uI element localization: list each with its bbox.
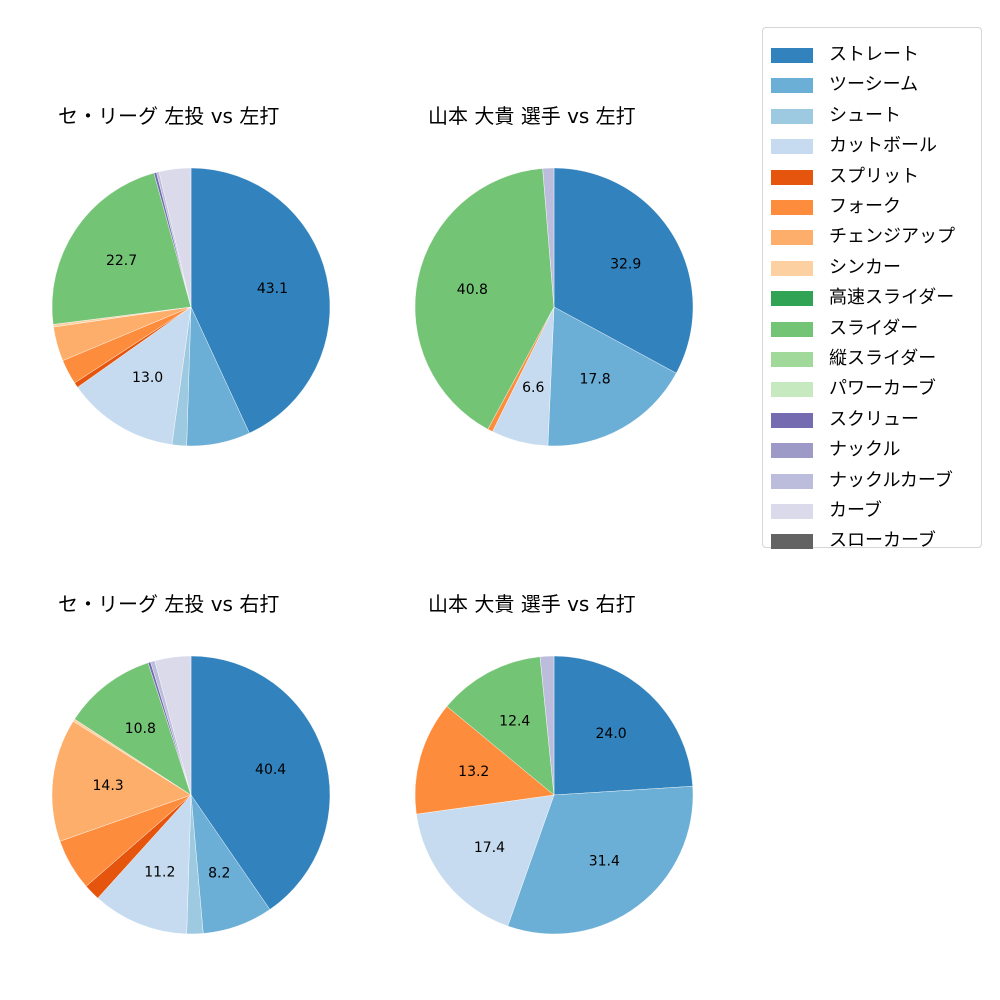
chart-title: 山本 大貴 選手 vs 右打 bbox=[428, 592, 636, 616]
legend-swatch bbox=[771, 443, 813, 459]
legend-item: カットボール bbox=[763, 131, 981, 161]
legend-item: パワーカーブ bbox=[763, 374, 981, 404]
slice-percent-label: 24.0 bbox=[596, 726, 627, 742]
pie-chart: 24.0 31.4 17.4 13.2 12.4 bbox=[414, 655, 694, 935]
legend-item: ナックルカーブ bbox=[763, 466, 981, 496]
pie-slice bbox=[414, 168, 555, 430]
legend-swatch bbox=[771, 534, 813, 550]
legend-swatch bbox=[771, 108, 813, 124]
legend-item: カーブ bbox=[763, 496, 981, 526]
slice-percent-label: 22.7 bbox=[106, 253, 137, 269]
legend-swatch bbox=[771, 321, 813, 337]
pie-chart: 40.4 8.2 11.2 14.3 10.8 bbox=[51, 655, 331, 935]
legend: ストレート ツーシーム シュート カットボール スプリット フォーク チェンジア… bbox=[762, 27, 982, 551]
legend-swatch bbox=[771, 169, 813, 185]
legend-label: カットボール bbox=[829, 135, 937, 157]
pie-slice bbox=[51, 172, 192, 325]
slice-percent-label: 13.0 bbox=[132, 370, 163, 386]
pie-slice bbox=[97, 794, 192, 935]
slice-percent-label: 12.4 bbox=[499, 713, 530, 729]
legend-swatch bbox=[771, 139, 813, 155]
pie-slice bbox=[507, 786, 694, 935]
legend-item: ストレート bbox=[763, 40, 981, 70]
legend-label: シンカー bbox=[829, 256, 901, 278]
legend-item: 高速スライダー bbox=[763, 283, 981, 313]
pie-slice bbox=[553, 655, 693, 796]
legend-item: スクリュー bbox=[763, 405, 981, 435]
legend-label: カーブ bbox=[829, 500, 882, 521]
slice-percent-label: 43.1 bbox=[257, 281, 288, 297]
legend-swatch bbox=[771, 230, 813, 246]
pie-slice bbox=[539, 655, 555, 796]
legend-item: 縦スライダー bbox=[763, 344, 981, 374]
legend-swatch bbox=[771, 78, 813, 94]
legend-label: ナックル bbox=[829, 439, 901, 461]
legend-item: スライダー bbox=[763, 314, 981, 344]
pie-slice bbox=[51, 720, 192, 842]
legend-label: スクリュー bbox=[829, 408, 919, 430]
legend-item: シュート bbox=[763, 101, 981, 131]
pie-slice bbox=[547, 306, 677, 447]
legend-label: スプリット bbox=[829, 165, 919, 187]
legend-item: スローカーブ bbox=[763, 526, 981, 556]
slice-percent-label: 40.8 bbox=[457, 282, 488, 298]
pie-slice bbox=[158, 167, 192, 308]
legend-label: パワーカーブ bbox=[829, 378, 936, 400]
legend-label: 高速スライダー bbox=[829, 287, 955, 309]
legend-item: ナックル bbox=[763, 435, 981, 465]
slice-percent-label: 13.2 bbox=[458, 764, 489, 780]
legend-swatch bbox=[771, 473, 813, 489]
slice-percent-label: 14.3 bbox=[93, 778, 124, 794]
pie-slice bbox=[77, 306, 192, 445]
legend-item: シンカー bbox=[763, 253, 981, 283]
slice-percent-label: 17.8 bbox=[580, 372, 611, 388]
legend-item: スプリット bbox=[763, 162, 981, 192]
slice-percent-label: 17.4 bbox=[474, 840, 505, 856]
legend-label: ツーシーム bbox=[829, 74, 919, 96]
legend-label: チェンジアップ bbox=[829, 226, 955, 248]
pie-slice bbox=[414, 706, 555, 815]
legend-item: チェンジアップ bbox=[763, 222, 981, 252]
legend-label: スライダー bbox=[829, 317, 919, 339]
legend-swatch bbox=[771, 382, 813, 398]
legend-item: ツーシーム bbox=[763, 70, 981, 100]
slice-percent-label: 31.4 bbox=[589, 854, 620, 870]
legend-label: シュート bbox=[829, 104, 901, 126]
chart-title: セ・リーグ 左投 vs 右打 bbox=[58, 592, 280, 616]
chart-title: セ・リーグ 左投 vs 左打 bbox=[58, 104, 280, 128]
legend-swatch bbox=[771, 352, 813, 367]
pie-slice bbox=[190, 655, 331, 910]
legend-swatch bbox=[771, 48, 813, 63]
pie-slice bbox=[190, 167, 331, 434]
legend-label: ストレート bbox=[829, 44, 919, 65]
pie-chart: 32.9 17.8 6.6 40.8 bbox=[414, 167, 694, 447]
legend-label: ナックルカーブ bbox=[829, 469, 953, 491]
pie-slice bbox=[416, 794, 555, 927]
pie-slice bbox=[542, 167, 555, 308]
pie-chart: 43.1 13.0 22.7 bbox=[51, 167, 331, 447]
slice-percent-label: 8.2 bbox=[208, 865, 230, 881]
legend-swatch bbox=[771, 412, 813, 428]
slice-percent-label: 10.8 bbox=[125, 721, 156, 737]
slice-percent-label: 11.2 bbox=[144, 864, 175, 880]
legend-swatch bbox=[771, 504, 813, 519]
slice-percent-label: 32.9 bbox=[610, 256, 641, 272]
legend-label: スローカーブ bbox=[829, 530, 936, 552]
legend-swatch bbox=[771, 260, 813, 276]
pie-slice bbox=[154, 655, 192, 796]
pie-slice bbox=[74, 662, 192, 796]
pie-slice bbox=[446, 656, 555, 796]
legend-item: フォーク bbox=[763, 192, 981, 222]
legend-swatch bbox=[771, 200, 813, 215]
chart-title: 山本 大貴 選手 vs 左打 bbox=[428, 104, 636, 128]
slice-percent-label: 40.4 bbox=[255, 762, 286, 778]
slice-percent-label: 6.6 bbox=[522, 380, 544, 396]
pie-slice bbox=[553, 167, 694, 374]
legend-label: フォーク bbox=[829, 196, 901, 217]
legend-swatch bbox=[771, 291, 813, 307]
legend-label: 縦スライダー bbox=[829, 348, 937, 369]
